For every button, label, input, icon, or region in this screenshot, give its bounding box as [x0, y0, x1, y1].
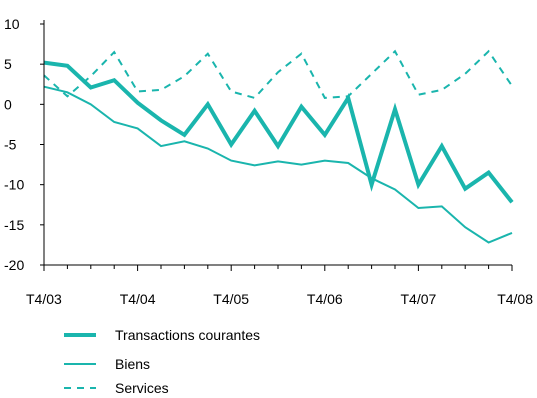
legend-label: Biens — [115, 356, 150, 372]
y-tick-label: -15 — [4, 217, 24, 233]
series-line-biens — [43, 85, 513, 244]
y-tick-labels: 10 5 0 -5 -10 -15 -20 — [4, 16, 44, 273]
series-layer — [43, 49, 514, 244]
y-tick-label: 0 — [4, 96, 12, 112]
x-tick-label: T4/03 — [26, 291, 62, 307]
x-tick-label: T4/08 — [497, 291, 533, 307]
x-tick-label: T4/06 — [307, 291, 343, 307]
y-tick-label: -10 — [4, 177, 24, 193]
series-line-services — [43, 49, 513, 100]
legend: Transactions courantes Biens Services — [64, 327, 260, 396]
x-tick-label: T4/07 — [400, 291, 436, 307]
legend-label: Services — [115, 380, 169, 396]
y-tick-label: 5 — [4, 56, 12, 72]
x-tick-label: T4/04 — [120, 291, 156, 307]
y-tick-label: -20 — [4, 257, 24, 273]
legend-label: Transactions courantes — [115, 327, 260, 343]
series-line-transactions-courantes — [43, 60, 514, 204]
y-tick-label: -5 — [4, 137, 17, 153]
x-tick-label: T4/05 — [213, 291, 249, 307]
y-tick-label: 10 — [4, 16, 20, 32]
x-tick-labels: T4/03 T4/04 T4/05 T4/06 T4/07 T4/08 — [26, 265, 533, 307]
